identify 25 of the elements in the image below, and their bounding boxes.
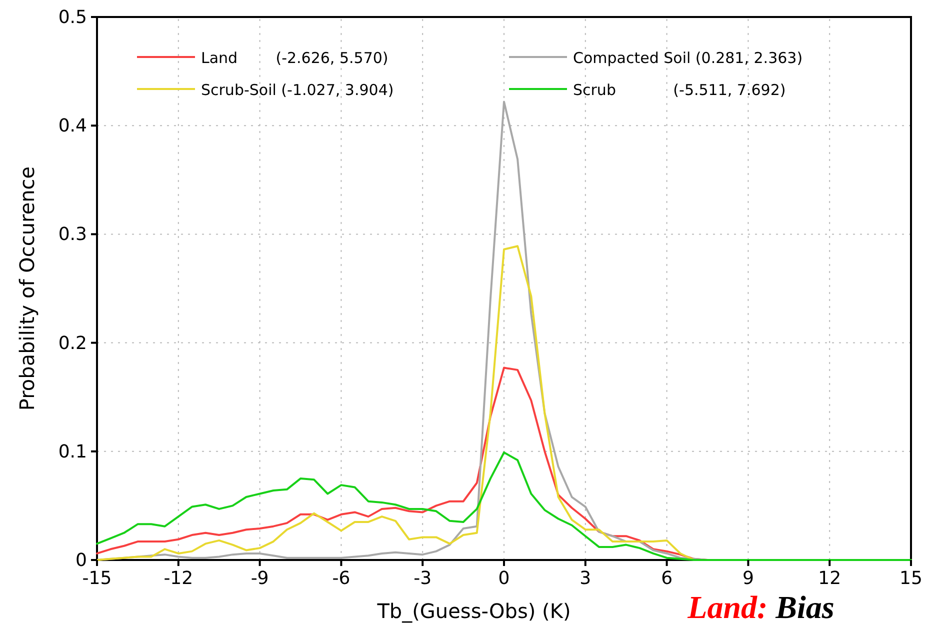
y-tick-label: 0.3 <box>58 224 87 246</box>
legend-label: Scrub-Soil (-1.027, 3.904) <box>201 81 394 99</box>
x-tick-label: 6 <box>661 568 673 589</box>
x-axis-title: Tb_(Guess-Obs) (K) <box>376 599 571 623</box>
x-tick-label: -3 <box>414 568 432 589</box>
line-series <box>96 451 912 561</box>
y-tick-label: 0 <box>76 550 87 571</box>
legend-label: Land (-2.626, 5.570) <box>201 49 388 67</box>
x-tick-label: 9 <box>742 568 754 589</box>
y-tick-label: 0.5 <box>58 7 87 28</box>
y-axis-title: Probability of Occurence <box>15 166 39 411</box>
x-tick-label: 15 <box>900 568 922 589</box>
y-tick-label: 0.1 <box>58 441 87 462</box>
x-tick-label: -15 <box>82 568 112 589</box>
y-tick-label: 0.4 <box>58 116 87 137</box>
text: Land: Bias <box>686 589 834 625</box>
legend-label: Scrub (-5.511, 7.692) <box>573 81 786 99</box>
x-tick-label: -12 <box>164 568 194 589</box>
y-tick-label: 0.2 <box>58 332 87 354</box>
x-tick-label: 3 <box>580 568 592 589</box>
x-tick-label: -9 <box>250 568 269 589</box>
legend-label: Compacted Soil (0.281, 2.363) <box>573 49 803 67</box>
x-tick-label: 12 <box>818 568 842 589</box>
x-tick-label: -6 <box>332 568 350 589</box>
x-tick-label: 0 <box>498 568 510 589</box>
